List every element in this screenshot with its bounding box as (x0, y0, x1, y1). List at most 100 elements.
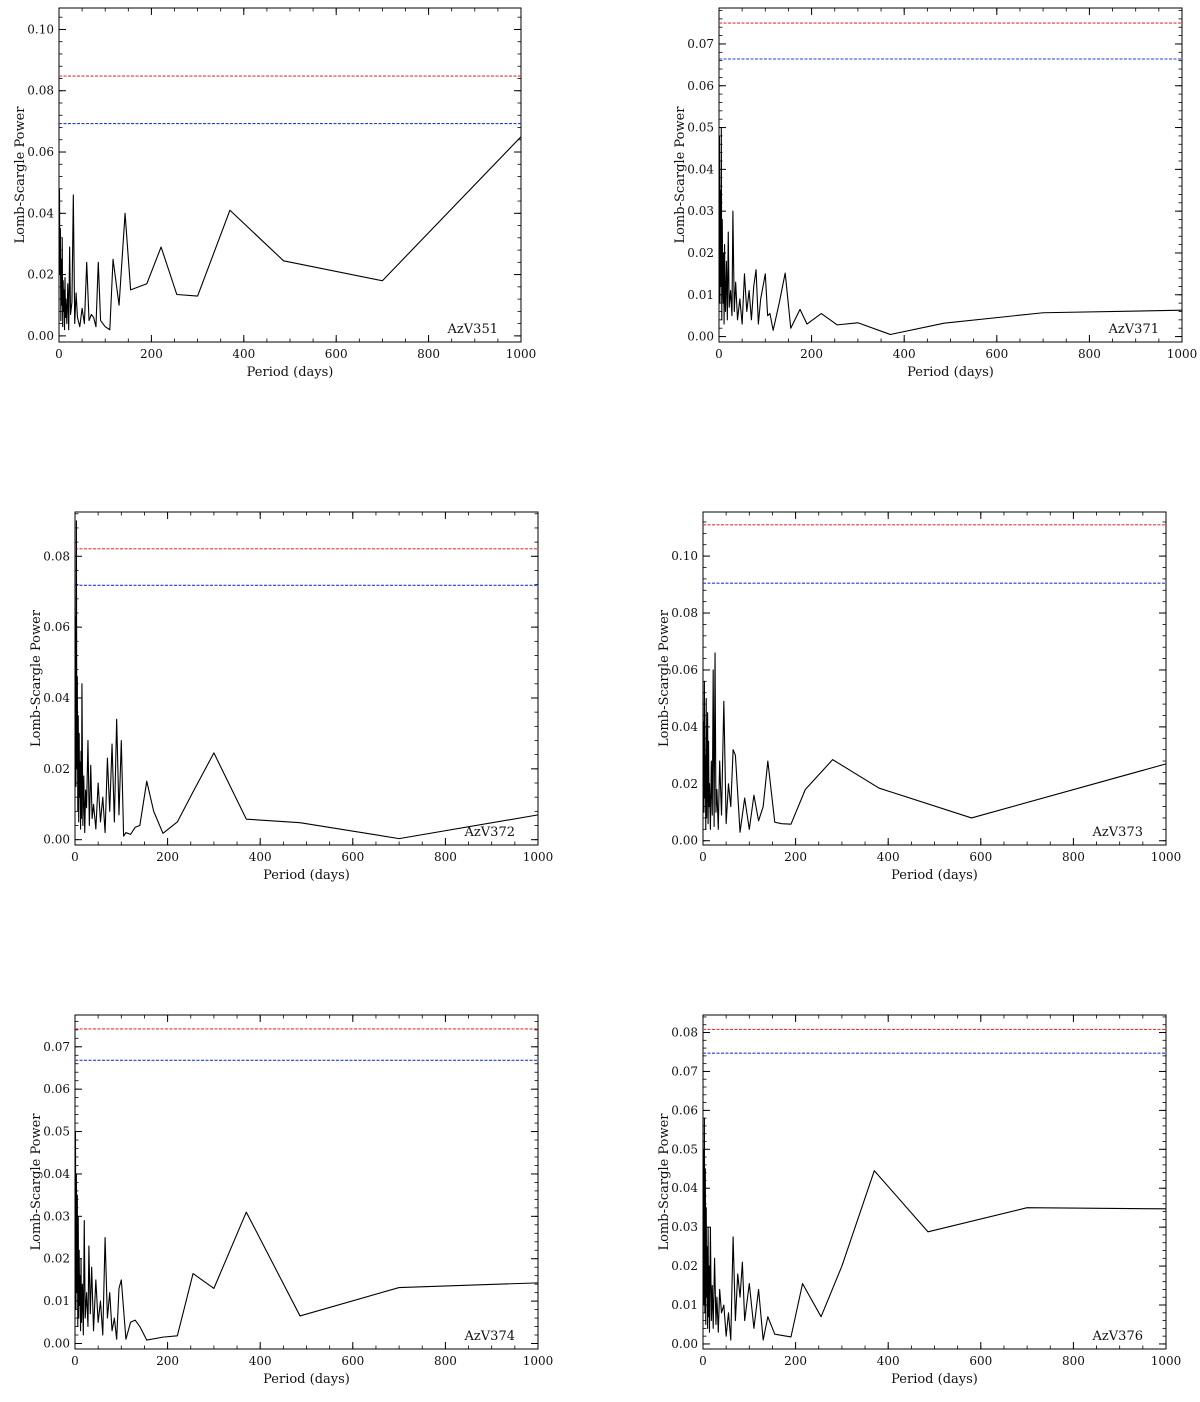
x-axis-label: Period (days) (263, 1372, 350, 1387)
y-tick-label: 0.02 (687, 246, 714, 260)
star-label: AzV371 (1108, 322, 1159, 337)
y-tick-label: 0.05 (671, 1142, 698, 1156)
star-label: AzV351 (447, 322, 498, 337)
x-tick-label: 400 (877, 1354, 900, 1368)
y-tick-label: 0.00 (687, 330, 714, 344)
y-axis-label: Lomb-Scargle Power (673, 106, 688, 244)
y-axis-label: Lomb-Scargle Power (29, 609, 44, 747)
plot-frame (718, 7, 1183, 343)
y-tick-label: 0.06 (43, 620, 70, 634)
x-tick-label: 600 (969, 850, 992, 864)
y-tick-label: 0.06 (43, 1082, 70, 1096)
y-tick-label: 0.08 (43, 549, 70, 563)
x-tick-label: 1000 (1151, 1354, 1182, 1368)
y-tick-label: 0.02 (671, 777, 698, 791)
x-tick-label: 400 (232, 347, 255, 361)
x-tick-label: 1000 (1151, 850, 1182, 864)
x-tick-label: 600 (985, 347, 1008, 361)
x-tick-label: 1000 (506, 347, 537, 361)
y-tick-label: 0.10 (671, 549, 698, 563)
y-tick-label: 0.02 (43, 762, 70, 776)
y-tick-label: 0.10 (27, 22, 54, 36)
y-tick-label: 0.00 (43, 1336, 70, 1350)
power-series-line (74, 520, 539, 840)
panel-azv371: 0 200 400 600 800 1000 0.00 0.01 0.02 0.03 0.04 0.0… (673, 7, 1198, 380)
star-label: AzV376 (1092, 1329, 1143, 1344)
y-axis-label: Lomb-Scargle Power (657, 1113, 672, 1251)
x-tick-label: 0 (55, 347, 63, 361)
x-tick-label: 800 (1078, 347, 1101, 361)
x-tick-label: 1000 (1167, 347, 1198, 361)
y-tick-label: 0.04 (671, 1181, 698, 1195)
y-axis-label: Lomb-Scargle Power (657, 609, 672, 747)
x-tick-label: 1000 (523, 850, 554, 864)
y-tick-label: 0.06 (671, 663, 698, 677)
y-tick-label: 0.02 (671, 1259, 698, 1273)
x-tick-label: 800 (1062, 850, 1085, 864)
star-label: AzV373 (1092, 825, 1143, 840)
x-axis-label: Period (days) (247, 365, 334, 380)
y-tick-label: 0.08 (671, 606, 698, 620)
x-tick-label: 800 (1062, 1354, 1085, 1368)
power-series-line (702, 1117, 1167, 1341)
plot-frame (702, 511, 1167, 846)
y-tick-label: 0.07 (671, 1064, 698, 1078)
x-tick-label: 0 (71, 1354, 79, 1368)
y-tick-label: 0.04 (43, 691, 70, 705)
x-tick-label: 400 (249, 850, 272, 864)
x-tick-label: 200 (784, 850, 807, 864)
y-tick-label: 0.05 (43, 1125, 70, 1139)
plot-frame (58, 7, 522, 343)
y-tick-label: 0.06 (27, 145, 54, 159)
y-tick-label: 0.05 (687, 121, 714, 135)
y-tick-label: 0.07 (687, 37, 714, 51)
y-tick-label: 0.04 (671, 720, 698, 734)
x-tick-label: 600 (325, 347, 348, 361)
y-tick-label: 0.02 (43, 1252, 70, 1266)
y-tick-label: 0.06 (671, 1103, 698, 1117)
y-tick-label: 0.08 (27, 84, 54, 98)
y-tick-label: 0.00 (671, 834, 698, 848)
panel-azv373: 0 200 400 600 800 1000 0.00 0.02 0.04 0.06 0.08 0.1… (657, 511, 1182, 883)
x-tick-label: 200 (156, 850, 179, 864)
x-tick-label: 600 (969, 1354, 992, 1368)
x-tick-label: 200 (800, 347, 823, 361)
x-axis-label: Period (days) (907, 365, 994, 380)
panel-azv376: 0 200 400 600 800 1000 0.00 0.01 0.02 0.03 0.04 0.0… (657, 1014, 1182, 1387)
x-tick-label: 200 (784, 1354, 807, 1368)
power-series-line (718, 127, 1183, 336)
plot-frame (74, 1014, 539, 1350)
x-axis-label: Period (days) (891, 868, 978, 883)
y-tick-label: 0.03 (43, 1209, 70, 1223)
x-tick-label: 200 (140, 347, 163, 361)
y-tick-label: 0.06 (687, 79, 714, 93)
y-tick-label: 0.00 (27, 329, 54, 343)
y-tick-label: 0.00 (671, 1337, 698, 1351)
y-tick-label: 0.08 (671, 1026, 698, 1040)
x-tick-label: 0 (699, 1354, 707, 1368)
panel-azv351: 0 200 400 600 800 1000 0.00 0.02 0.04 0.06 0.08 0.1… (13, 7, 537, 380)
y-tick-label: 0.01 (687, 288, 714, 302)
x-tick-label: 0 (71, 850, 79, 864)
x-axis-label: Period (days) (891, 1372, 978, 1387)
panel-azv374: 0 200 400 600 800 1000 0.00 0.01 0.02 0.03 0.04 0.0… (29, 1014, 554, 1387)
y-tick-label: 0.00 (43, 833, 70, 847)
y-tick-label: 0.04 (27, 206, 54, 220)
power-series-line (74, 1131, 539, 1341)
y-tick-label: 0.04 (43, 1167, 70, 1181)
panel-azv372: 0 200 400 600 800 1000 0.00 0.02 0.04 0.06 0.08 AzV… (29, 511, 554, 883)
x-tick-label: 600 (341, 850, 364, 864)
y-tick-label: 0.03 (687, 204, 714, 218)
star-label: AzV372 (464, 825, 515, 840)
x-tick-label: 400 (877, 850, 900, 864)
x-tick-label: 800 (417, 347, 440, 361)
x-tick-label: 400 (893, 347, 916, 361)
x-tick-label: 0 (699, 850, 707, 864)
y-tick-label: 0.07 (43, 1040, 70, 1054)
y-tick-label: 0.02 (27, 268, 54, 282)
x-tick-label: 1000 (523, 1354, 554, 1368)
y-tick-label: 0.04 (687, 162, 714, 176)
x-tick-label: 600 (341, 1354, 364, 1368)
y-tick-label: 0.01 (671, 1298, 698, 1312)
